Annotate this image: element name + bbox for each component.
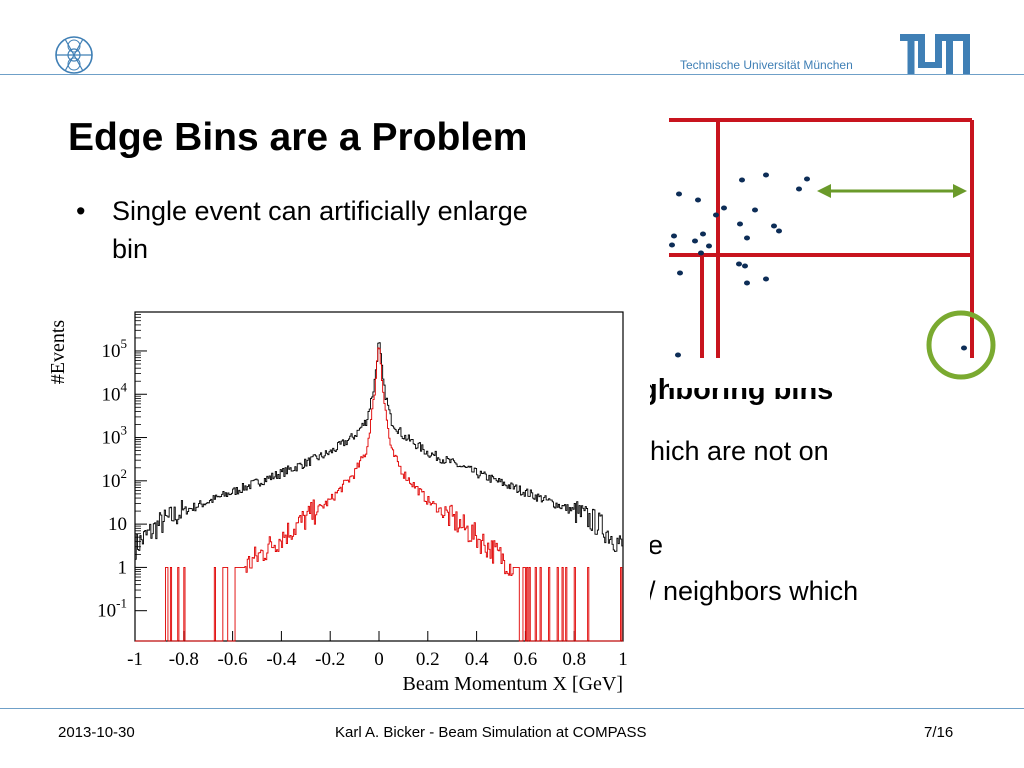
x-axis-label: Beam Momentum X [GeV] bbox=[402, 673, 623, 695]
histogram-series-1 bbox=[135, 347, 623, 642]
histogram-series-0 bbox=[135, 342, 623, 560]
y-tick-label: 103 bbox=[102, 423, 128, 449]
x-tick-label: -0.8 bbox=[169, 649, 199, 670]
x-tick-label: 0 bbox=[374, 649, 384, 670]
footer-divider bbox=[0, 708, 1024, 709]
momentum-histogram: -1 -0.8 -0.6 -0.4 -0.2 0 0.2 0.4 0.6 0.8 1 10-1 1 10… bbox=[38, 282, 650, 700]
x-tick-label: -0.4 bbox=[266, 649, 297, 670]
y-tick-label: 1 bbox=[118, 557, 128, 578]
page-number: 7/16 bbox=[924, 724, 954, 741]
y-tick-label: 104 bbox=[102, 379, 128, 405]
x-tick-label: 0.6 bbox=[514, 649, 538, 670]
x-tick-label: -1 bbox=[127, 649, 143, 670]
bullet-marker: • bbox=[76, 196, 86, 226]
bullet-text: Single event can artificially enlarge bi… bbox=[112, 196, 528, 264]
x-tick-label: 0.8 bbox=[562, 649, 586, 670]
footer-title: Karl A. Bicker - Beam Simulation at COMP… bbox=[335, 724, 647, 741]
y-tick-label: 102 bbox=[102, 466, 128, 492]
x-tick-label: -0.6 bbox=[218, 649, 248, 670]
header-divider bbox=[0, 74, 1024, 75]
y-axis-label: #Events bbox=[47, 320, 69, 385]
occluded-line: / neighbors which bbox=[648, 576, 859, 606]
y-tick-label: 105 bbox=[102, 336, 128, 362]
tum-logo-icon bbox=[900, 34, 970, 74]
y-tick-label: 10-1 bbox=[97, 596, 127, 622]
highlight-circle bbox=[926, 310, 996, 380]
edge-bin-illustration bbox=[669, 118, 999, 388]
slide-title: Edge Bins are a Problem bbox=[68, 116, 528, 159]
x-tick-label: 1 bbox=[618, 649, 628, 670]
x-tick-label: 0.2 bbox=[416, 649, 440, 670]
x-tick-label: -0.2 bbox=[315, 649, 345, 670]
footer-date: 2013-10-30 bbox=[58, 724, 135, 741]
occluded-line: e bbox=[648, 530, 664, 560]
university-name: Technische Universität München bbox=[680, 58, 853, 72]
y-tick-label: 10 bbox=[108, 514, 127, 535]
tu-seal-icon bbox=[55, 36, 93, 74]
x-tick-label: 0.4 bbox=[465, 649, 489, 670]
occluded-line: hich are not on bbox=[650, 436, 829, 466]
